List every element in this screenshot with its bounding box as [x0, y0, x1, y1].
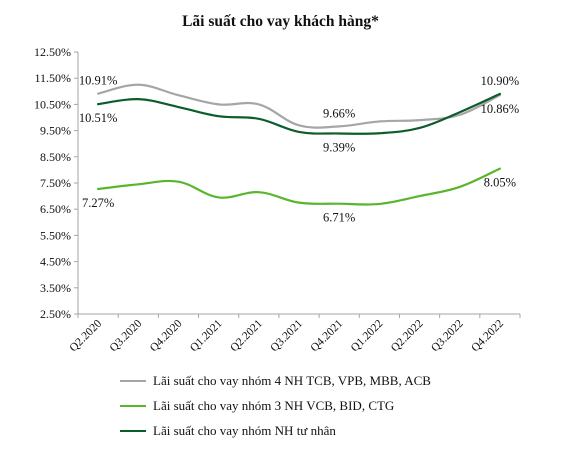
data-label: 10.51%: [79, 111, 118, 125]
legend-item-private: Lãi suất cho vay nhóm NH tư nhân: [120, 418, 540, 443]
data-label: 7.27%: [82, 196, 114, 210]
x-tick-label: Q3.2021: [268, 317, 305, 354]
legend-swatch: [120, 429, 146, 432]
y-tick-label: 7.50%: [40, 176, 71, 190]
y-tick-label: 4.50%: [40, 255, 71, 269]
data-label: 8.05%: [484, 176, 516, 190]
y-tick-label: 12.50%: [34, 45, 71, 59]
data-label: 9.66%: [323, 106, 355, 120]
x-tick-label: Q1.2022: [349, 317, 386, 354]
legend-item-group4: Lãi suất cho vay nhóm 4 NH TCB, VPB, MBB…: [120, 368, 540, 393]
x-tick-label: Q4.2022: [469, 317, 506, 354]
y-tick-label: 9.50%: [40, 124, 71, 138]
y-tick-label: 10.50%: [34, 97, 71, 111]
plot-area: 2.50% 3.50% 4.50% 5.50% 6.50% 7.50% 8.50% 9.50%…: [34, 45, 521, 354]
legend: Lãi suất cho vay nhóm 4 NH TCB, VPB, MBB…: [120, 368, 540, 443]
x-tick-label: Q2.2020: [67, 317, 104, 354]
chart-title: Lãi suất cho vay khách hàng*: [182, 13, 379, 30]
y-tick-label: 5.50%: [40, 228, 71, 242]
x-tick-label: Q2.2021: [228, 317, 265, 354]
y-tick-label: 3.50%: [40, 281, 71, 295]
y-tick-label: 11.50%: [34, 71, 71, 85]
data-label: 9.39%: [323, 140, 355, 154]
x-tick-label: Q4.2021: [309, 317, 346, 354]
legend-label: Lãi suất cho vay nhóm NH tư nhân: [153, 422, 336, 438]
data-label: 10.86%: [481, 102, 520, 116]
y-tick-label: 8.50%: [40, 150, 71, 164]
y-tick-label: 6.50%: [40, 202, 71, 216]
x-tick-label: Q1.2021: [188, 317, 225, 354]
x-tick-label: Q2.2022: [389, 317, 426, 354]
data-label: 10.90%: [481, 74, 520, 88]
series-line-group3: [96, 167, 502, 206]
legend-swatch: [120, 404, 146, 407]
legend-label: Lãi suất cho vay nhóm 4 NH TCB, VPB, MBB…: [153, 372, 431, 388]
x-tick-label: Q3.2022: [429, 317, 466, 354]
legend-label: Lãi suất cho vay nhóm 3 NH VCB, BID, CTG: [153, 397, 395, 413]
x-tick-label: Q4.2020: [148, 317, 185, 354]
legend-item-group3: Lãi suất cho vay nhóm 3 NH VCB, BID, CTG: [120, 393, 540, 418]
series-line-private: [96, 92, 502, 135]
data-label: 6.71%: [323, 211, 355, 225]
data-label: 10.91%: [79, 74, 118, 88]
legend-swatch: [120, 379, 146, 382]
x-tick-label: Q3.2020: [108, 317, 145, 354]
y-tick-label: 2.50%: [40, 307, 71, 321]
